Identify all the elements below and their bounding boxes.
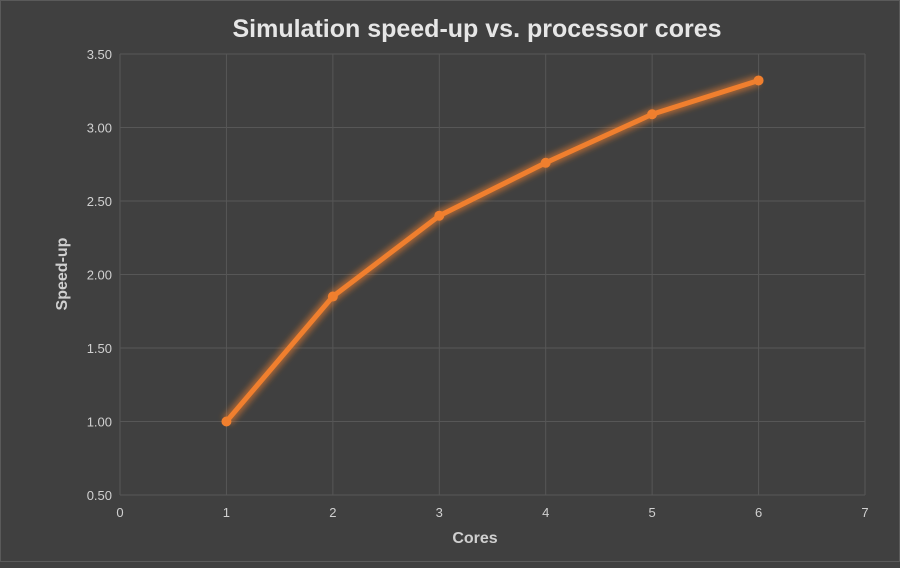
tick-labels: 0.50 1.00 1.50 2.00 2.50 3.00 3.50 0 1 2 3 4 5 6 7 (87, 47, 869, 520)
x-tick-label: 1 (223, 505, 230, 520)
y-tick-label: 3.00 (87, 121, 112, 136)
series-line (223, 77, 762, 424)
series-glow (222, 75, 761, 426)
x-tick-label: 3 (436, 505, 443, 520)
x-axis-label: Cores (452, 530, 497, 547)
y-tick-label: 3.50 (87, 47, 112, 62)
data-point (221, 416, 232, 427)
x-tick-label: 6 (755, 505, 762, 520)
data-point (540, 157, 551, 168)
y-tick-label: 0.50 (87, 488, 112, 503)
x-tick-label: 5 (649, 505, 656, 520)
x-tick-label: 0 (116, 505, 123, 520)
data-point (327, 291, 338, 302)
data-point (753, 75, 764, 86)
x-tick-label: 2 (329, 505, 336, 520)
x-tick-label: 4 (542, 505, 549, 520)
y-tick-label: 2.50 (87, 194, 112, 209)
y-tick-label: 1.50 (87, 341, 112, 356)
y-axis-label: Speed-up (54, 237, 71, 310)
gridlines (119, 53, 866, 496)
series (221, 75, 764, 427)
data-point (647, 109, 658, 120)
data-point (434, 210, 445, 221)
y-tick-label: 2.00 (87, 268, 112, 283)
x-tick-label: 7 (861, 505, 868, 520)
y-tick-label: 1.00 (87, 415, 112, 430)
chart-title: Simulation speed-up vs. processor cores (232, 15, 721, 43)
